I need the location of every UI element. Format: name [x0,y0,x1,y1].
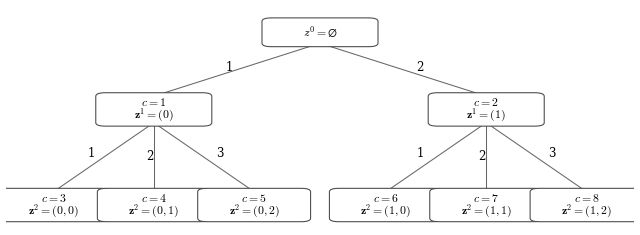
Text: $\mathbf{z}^2 = (1,1)$: $\mathbf{z}^2 = (1,1)$ [461,203,512,220]
Text: $c = 1$: $c = 1$ [141,97,166,110]
Text: $c = 7$: $c = 7$ [473,192,499,205]
Text: $\mathit{z}^0 = \varnothing$: $\mathit{z}^0 = \varnothing$ [303,24,337,40]
Text: 2: 2 [478,150,486,163]
Text: 1: 1 [417,147,424,160]
Text: 1: 1 [88,147,95,160]
Text: $\mathbf{z}^2 = (0,2)$: $\mathbf{z}^2 = (0,2)$ [228,203,280,220]
FancyBboxPatch shape [428,93,544,126]
FancyBboxPatch shape [330,188,442,222]
Text: $c = 8$: $c = 8$ [573,192,600,205]
FancyBboxPatch shape [198,188,310,222]
FancyBboxPatch shape [530,188,640,222]
Text: $\mathbf{z}^2 = (1,2)$: $\mathbf{z}^2 = (1,2)$ [561,203,612,220]
Text: $c = 2$: $c = 2$ [474,97,499,110]
FancyBboxPatch shape [430,188,543,222]
Text: $c = 5$: $c = 5$ [241,192,267,205]
FancyBboxPatch shape [0,188,110,222]
Text: $\mathbf{z}^1 = (1)$: $\mathbf{z}^1 = (1)$ [466,107,506,125]
FancyBboxPatch shape [97,188,210,222]
Text: $c = 4$: $c = 4$ [141,192,167,205]
Text: $\mathbf{z}^2 = (0,0)$: $\mathbf{z}^2 = (0,0)$ [28,203,79,220]
FancyBboxPatch shape [96,93,212,126]
Text: $\mathbf{z}^1 = (0)$: $\mathbf{z}^1 = (0)$ [134,107,174,125]
Text: $c = 6$: $c = 6$ [373,192,399,205]
Text: $\mathbf{z}^2 = (0,1)$: $\mathbf{z}^2 = (0,1)$ [128,203,179,220]
FancyBboxPatch shape [262,18,378,47]
Text: 3: 3 [548,147,556,160]
Text: $c = 3$: $c = 3$ [40,192,67,205]
Text: 1: 1 [225,62,233,74]
Text: $\mathbf{z}^2 = (1,0)$: $\mathbf{z}^2 = (1,0)$ [360,203,412,220]
Text: 2: 2 [417,62,424,74]
Text: 2: 2 [146,150,153,163]
Text: 3: 3 [216,147,223,160]
